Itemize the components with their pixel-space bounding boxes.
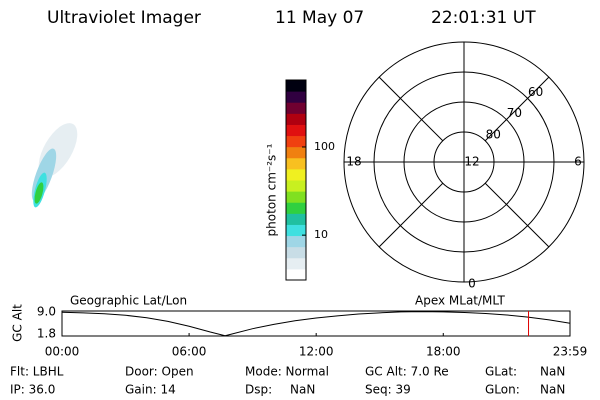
- ring-label: 60: [528, 85, 543, 99]
- uv-image: [31, 123, 78, 208]
- colorbar-cell: [286, 180, 306, 192]
- status-field: Dsp:: [245, 383, 272, 397]
- mlt-label: 12: [464, 155, 479, 169]
- colorbar-cell: [286, 168, 306, 181]
- date: 11 May 07: [275, 8, 364, 28]
- colorbar-cell: [286, 157, 306, 170]
- status-field: GLat:: [485, 365, 517, 379]
- x-tick-label: 18:00: [426, 345, 461, 359]
- colorbar-cell: [286, 202, 306, 214]
- x-tick-label: 06:00: [172, 345, 207, 359]
- plot-frame: [61, 310, 571, 337]
- mlt-label: 18: [346, 155, 361, 169]
- colorbar-cell: [286, 257, 306, 270]
- colorbar-tick-label: 100: [314, 140, 335, 153]
- time: 22:01:31 UT: [431, 8, 536, 28]
- status-field: IP: 36.0: [10, 383, 55, 397]
- x-tick-label: 00:00: [45, 345, 80, 359]
- status-field: NaN: [540, 365, 565, 379]
- colorbar-cell: [286, 268, 306, 281]
- x-tick-label: 12:00: [299, 345, 334, 359]
- status-field: Gain: 14: [125, 383, 176, 397]
- polar-spoke: [378, 182, 444, 248]
- left-label: Geographic Lat/Lon: [70, 294, 187, 308]
- colorbar-frame: [285, 79, 307, 281]
- mlt-label: 0: [468, 277, 476, 291]
- altitude-line: [61, 311, 571, 337]
- colorbar-tick-label: 10: [314, 228, 328, 241]
- y-tick-label: 1.8: [37, 327, 56, 341]
- status-field: Door: Open: [125, 365, 194, 379]
- title: Ultraviolet Imager: [47, 8, 201, 28]
- status-field: GC Alt: 7.0 Re: [365, 365, 449, 379]
- colorbar-cell: [286, 191, 306, 203]
- status-field: Flt: LBHL: [10, 365, 64, 379]
- polar-spoke: [378, 76, 444, 142]
- right-label: Apex MLat/MLT: [415, 294, 505, 308]
- colorbar-cell: [286, 246, 306, 259]
- ring-label: 80: [486, 127, 501, 141]
- mlt-label: 6: [574, 155, 582, 169]
- colorbar-cell: [286, 213, 306, 225]
- colorbar-cell: [286, 124, 306, 137]
- aurora-peak: [34, 182, 44, 204]
- status-field: Seq: 39: [365, 383, 411, 397]
- ring-label: 70: [507, 106, 522, 120]
- colorbar-cell: [286, 224, 306, 237]
- y-tick-label: 9.0: [37, 305, 56, 319]
- polar-spoke: [484, 76, 550, 142]
- status-field: GLon:: [485, 383, 520, 397]
- status-field: Mode: Normal: [245, 365, 329, 379]
- colorbar-cell: [286, 91, 306, 103]
- colorbar-cell: [286, 113, 306, 125]
- colorbar-cell: [286, 235, 306, 248]
- status-field: NaN: [290, 383, 315, 397]
- colorbar-cell: [286, 102, 306, 114]
- colorbar-cell: [286, 135, 306, 148]
- polar-spoke: [484, 182, 550, 248]
- x-tick-label: 23:59: [553, 345, 588, 359]
- status-field: NaN: [540, 383, 565, 397]
- colorbar-cell: [286, 146, 306, 159]
- y-axis-label: GC Alt: [11, 304, 25, 342]
- colorbar-cell: [286, 80, 306, 92]
- colorbar-label: photon cm⁻²s⁻¹: [265, 143, 279, 236]
